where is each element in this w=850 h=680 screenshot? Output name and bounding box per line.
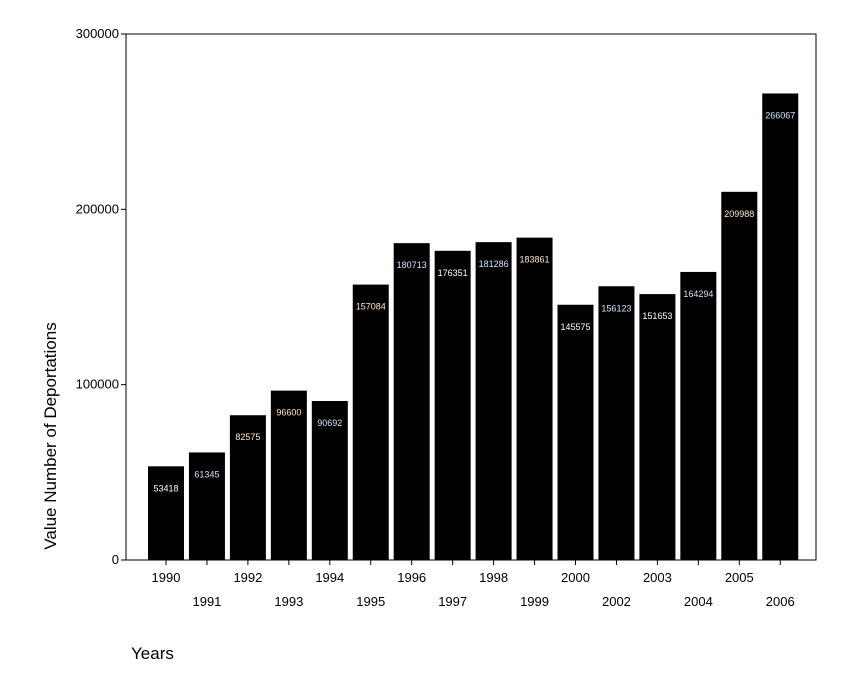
bar-value-label: 61345 bbox=[194, 469, 219, 479]
x-tick-label: 1992 bbox=[233, 570, 262, 585]
bar bbox=[434, 250, 471, 560]
bar bbox=[721, 191, 758, 560]
bar-value-label: 82575 bbox=[235, 432, 260, 442]
x-tick-label: 2006 bbox=[766, 594, 795, 609]
bar-value-label: 164294 bbox=[683, 289, 713, 299]
x-tick-label: 1990 bbox=[152, 570, 181, 585]
y-tick-label: 100000 bbox=[76, 377, 119, 392]
x-tick-label: 2002 bbox=[602, 594, 631, 609]
bar-value-label: 96600 bbox=[276, 408, 301, 418]
x-tick-label: 1995 bbox=[356, 594, 385, 609]
bar-value-label: 181286 bbox=[479, 259, 509, 269]
x-tick-label: 2005 bbox=[725, 570, 754, 585]
x-tick-label: 1997 bbox=[438, 594, 467, 609]
bar bbox=[557, 304, 594, 560]
bar bbox=[762, 93, 799, 561]
bar bbox=[598, 286, 635, 560]
y-tick-label: 200000 bbox=[76, 201, 119, 216]
bar bbox=[148, 466, 184, 560]
y-axis-title: Value Number of Deportations bbox=[41, 322, 60, 549]
bar bbox=[639, 294, 676, 560]
bar-value-label: 209988 bbox=[724, 209, 754, 219]
bar-value-label: 90692 bbox=[317, 418, 342, 428]
x-tick-label: 1996 bbox=[397, 570, 426, 585]
bar bbox=[352, 284, 389, 560]
bar bbox=[188, 452, 225, 560]
x-tick-label: 2000 bbox=[561, 570, 590, 585]
bar-value-label: 180713 bbox=[397, 260, 427, 270]
x-tick-label: 1991 bbox=[192, 594, 221, 609]
bar bbox=[229, 415, 266, 560]
bar bbox=[475, 242, 512, 561]
bar bbox=[680, 271, 717, 560]
x-tick-label: 2003 bbox=[643, 570, 672, 585]
bar-value-label: 151653 bbox=[642, 311, 672, 321]
bar bbox=[311, 400, 348, 560]
bar bbox=[393, 243, 430, 560]
bar-value-label: 266067 bbox=[765, 110, 795, 120]
plot-frame bbox=[125, 33, 817, 561]
bar-value-label: 183861 bbox=[520, 255, 550, 265]
bar-value-label: 156123 bbox=[601, 303, 631, 313]
axes-layer: 0 100000 200000 300000 1990 1991 1992 1993 1994 1… bbox=[76, 26, 817, 609]
bars-layer bbox=[148, 93, 799, 561]
x-tick-label: 1998 bbox=[479, 570, 508, 585]
y-tick-label: 0 bbox=[112, 552, 119, 567]
bar-value-label: 53418 bbox=[153, 483, 178, 493]
y-tick-label: 300000 bbox=[76, 26, 119, 41]
bar-value-label: 157084 bbox=[356, 302, 386, 312]
bar-value-label: 145575 bbox=[560, 322, 590, 332]
x-tick-label: 1993 bbox=[274, 594, 303, 609]
x-axis-title: Years bbox=[131, 644, 174, 663]
data-labels-layer: 53418 61345 82575 96600 90692 157084 180713 176… bbox=[153, 110, 795, 493]
bar bbox=[270, 390, 307, 560]
x-tick-label: 2004 bbox=[684, 594, 713, 609]
bar-value-label: 176351 bbox=[438, 268, 468, 278]
x-tick-label: 1999 bbox=[520, 594, 549, 609]
bar bbox=[516, 237, 553, 561]
x-tick-label: 1994 bbox=[315, 570, 344, 585]
